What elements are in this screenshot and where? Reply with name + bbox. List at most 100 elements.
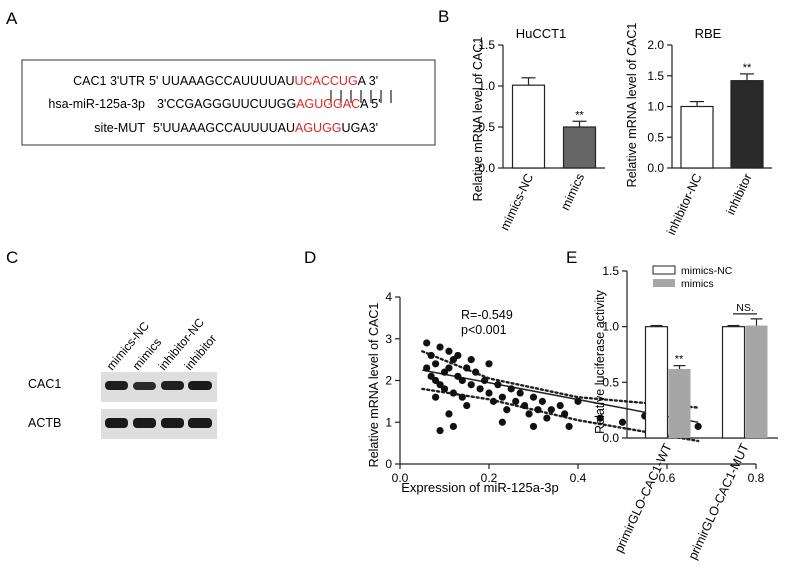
data-point	[574, 397, 582, 405]
chart-d-correlation: Relative mRNA level of CAC1 Expression o…	[367, 290, 765, 495]
panel-letter-d: D	[304, 248, 316, 267]
y-tick-label: 0.5	[478, 120, 495, 134]
data-point	[440, 385, 449, 393]
y-tick-label: 0.5	[647, 130, 664, 144]
y-tick-label: 4	[385, 290, 392, 304]
chart-b-hucct1: HuCCT1 Relative mRNA level of CAC1 0.0 0.…	[471, 26, 605, 233]
ci-upper-line	[421, 350, 700, 409]
data-point	[427, 351, 435, 360]
row3-seed: AGUGG	[295, 121, 342, 135]
data-point	[480, 376, 489, 385]
chart-b-rbe: RBE Relative mRNA level of CAC1 0.0 0.5 1.…	[625, 23, 772, 237]
data-point	[521, 401, 529, 410]
y-tick-label: 1.0	[602, 320, 619, 334]
data-point	[494, 381, 502, 389]
row3-sequence: 5'UUAAAGCCAUUUUAUAGUGGUGA3'	[153, 121, 378, 135]
chart-b2-title: RBE	[695, 26, 722, 41]
data-point	[694, 422, 702, 431]
y-tick-label: 1.5	[478, 38, 495, 52]
data-point	[543, 414, 551, 422]
row3-suffix: UGA3'	[342, 121, 378, 135]
y-tick-label: 0.5	[602, 375, 619, 389]
panel-c-western-blot: mimics-NC mimics inhibitor-NC inhibitor …	[28, 315, 219, 439]
ns-label: NS.	[736, 302, 754, 314]
y-tick-label: 2	[385, 374, 392, 388]
y-tick-label: 1.0	[478, 79, 495, 93]
legend-label-mimics-nc: mimics-NC	[681, 265, 733, 277]
bar	[644, 326, 669, 439]
x-tick-label: 0.2	[481, 471, 498, 485]
chart-d-ylabel: Relative mRNA level of CAC1	[367, 303, 381, 468]
data-point	[449, 422, 457, 431]
data-point	[432, 360, 440, 368]
data-point	[485, 389, 493, 397]
y-tick-label: 0.0	[478, 161, 495, 175]
row2-seed: AGUGGAC	[296, 97, 360, 111]
chart-e-legend: mimics-NC mimics	[652, 265, 733, 290]
data-point	[485, 360, 493, 368]
bar	[730, 80, 764, 169]
data-point	[472, 368, 480, 376]
chart-d-p-value: p<0.001	[461, 323, 507, 337]
data-point	[498, 418, 506, 426]
legend-swatch-mimics	[653, 279, 675, 287]
ci-lower-line	[421, 387, 700, 443]
data-point	[467, 381, 475, 389]
y-tick-label: 1.5	[602, 264, 619, 278]
data-point	[454, 351, 462, 360]
cac1-blot	[101, 372, 217, 402]
x-tick-label: primirGLO-CAC1-WT	[612, 441, 675, 555]
data-point	[463, 401, 471, 410]
data-point	[423, 339, 431, 347]
panel-a-sequence-box: CAC1 3'UTR 5' UUAAAGCCAUUUUAUUCACCUGA 3'…	[21, 59, 436, 146]
data-point	[565, 422, 573, 431]
data-point	[498, 393, 506, 401]
data-point	[436, 427, 444, 435]
data-point	[458, 376, 466, 385]
data-point	[445, 364, 453, 372]
band-label-cac1: CAC1	[28, 377, 61, 391]
x-tick-label: inhibitor-NC	[664, 171, 705, 237]
chart-b1-title: HuCCT1	[516, 26, 567, 41]
legend-label-mimics: mimics	[681, 278, 714, 290]
x-tick-label: mimics	[558, 171, 587, 212]
chart-b1-ylabel: Relative mRNA level of CAC1	[471, 37, 485, 202]
x-tick-label: 0.6	[659, 471, 676, 485]
panel-letter-e: E	[566, 248, 577, 267]
actb-blot	[101, 409, 217, 439]
significance-mark: **	[675, 354, 684, 366]
y-tick-label: 0.0	[602, 431, 619, 445]
data-point	[436, 343, 444, 351]
chart-b2-ylabel: Relative mRNA level of CAC1	[625, 23, 639, 188]
x-tick-label: 0.4	[570, 471, 587, 485]
data-point	[534, 406, 542, 414]
data-point	[529, 422, 538, 431]
bar	[562, 126, 597, 169]
row2-suffix: A 5'	[360, 97, 380, 111]
row1-label: CAC1 3'UTR	[73, 74, 145, 88]
row1-seed: UCACCUG	[294, 74, 357, 88]
chart-d-xlabel: Expression of miR-125a-3p	[401, 480, 559, 495]
row2-label: hsa-miR-125a-3p	[48, 97, 145, 111]
x-tick-label: 0.8	[748, 471, 765, 485]
data-point	[507, 385, 515, 393]
row2-sequence: 3'CCGAGGGUUCUUGGAGUGGACA 5'	[157, 97, 381, 111]
data-point	[503, 406, 511, 414]
row3-label: site-MUT	[94, 121, 145, 135]
y-tick-label: 1.5	[647, 69, 664, 83]
x-tick-label: mimics-NC	[498, 171, 537, 232]
legend-swatch-mimics-nc	[652, 265, 676, 275]
y-tick-label: 1.0	[647, 100, 664, 114]
data-point	[489, 397, 498, 405]
row1-suffix: A 3'	[358, 74, 378, 88]
row2-prefix: 3'CCGAGGGUUCUUGG	[157, 97, 296, 111]
panel-letter-c: C	[6, 248, 18, 267]
data-point	[449, 389, 457, 397]
bar	[745, 325, 768, 438]
data-point	[463, 364, 471, 372]
data-point	[547, 406, 555, 414]
data-point	[458, 393, 466, 401]
bar	[680, 105, 714, 169]
row1-prefix: 5' UUAAAGCCAUUUUAU	[149, 74, 294, 88]
